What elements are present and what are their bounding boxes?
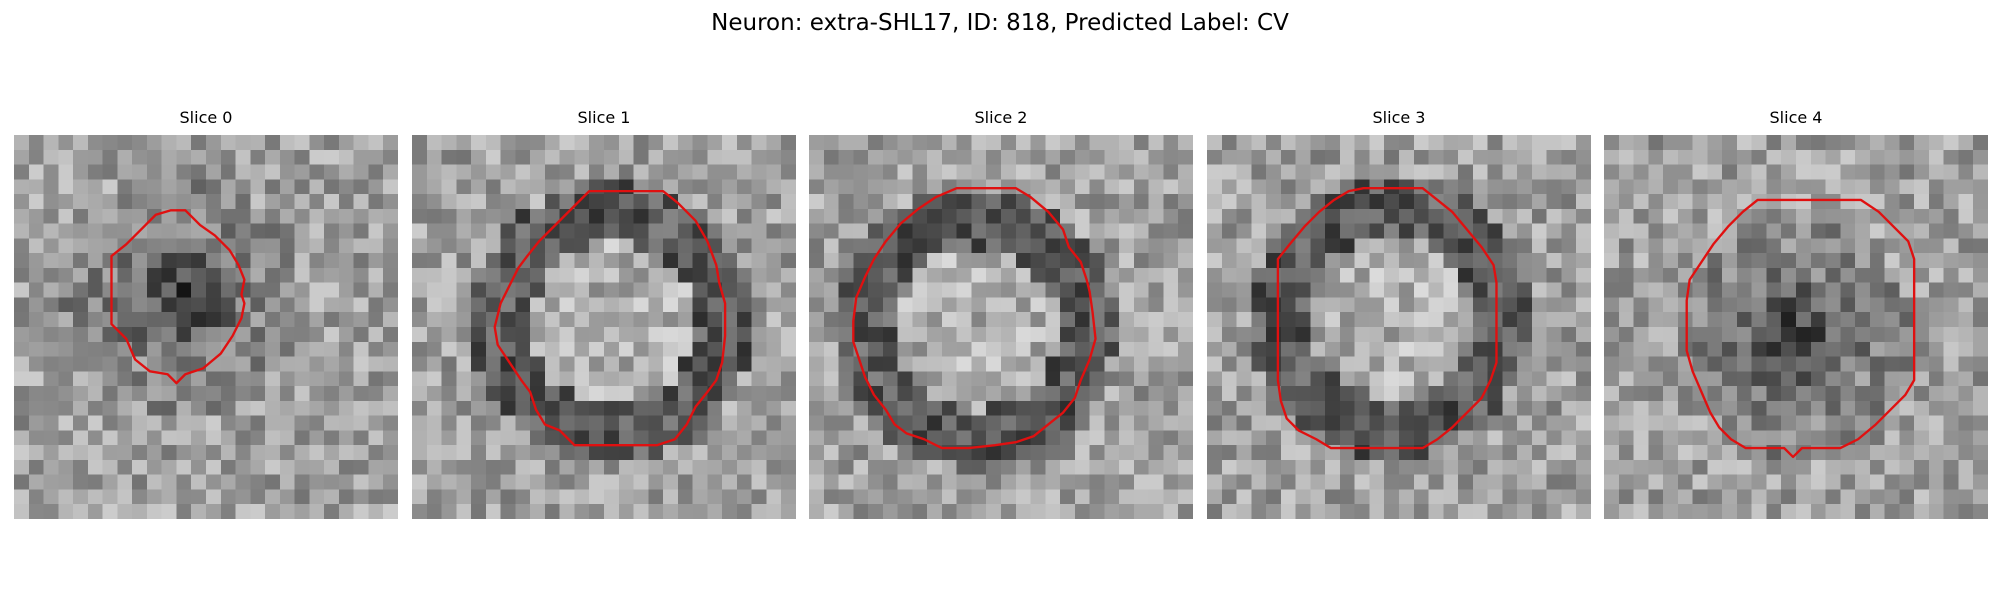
slice-image [1604,135,1988,519]
slice-image [14,135,398,519]
slice-panel-4: Slice 4 [1604,108,1988,519]
slice-title: Slice 1 [577,108,631,127]
segmentation-contour [493,189,727,447]
slice-panel-3: Slice 3 [1207,108,1591,519]
slice-title: Slice 3 [1372,108,1426,127]
slice-panel-0: Slice 0 [14,108,398,519]
slice-image [809,135,1193,519]
slice-image [1207,135,1591,519]
slice-panel-1: Slice 1 [412,108,796,519]
segmentation-contour [1276,186,1498,450]
slice-title: Slice 0 [179,108,233,127]
slice-title: Slice 4 [1769,108,1823,127]
segmentation-contour [110,209,246,385]
slice-title: Slice 2 [974,108,1028,127]
slice-panel-2: Slice 2 [809,108,1193,519]
segmentation-contour [1685,198,1916,459]
segmentation-contour [852,186,1097,450]
slice-image [412,135,796,519]
figure-title: Neuron: extra-SHL17, ID: 818, Predicted … [711,10,1289,36]
